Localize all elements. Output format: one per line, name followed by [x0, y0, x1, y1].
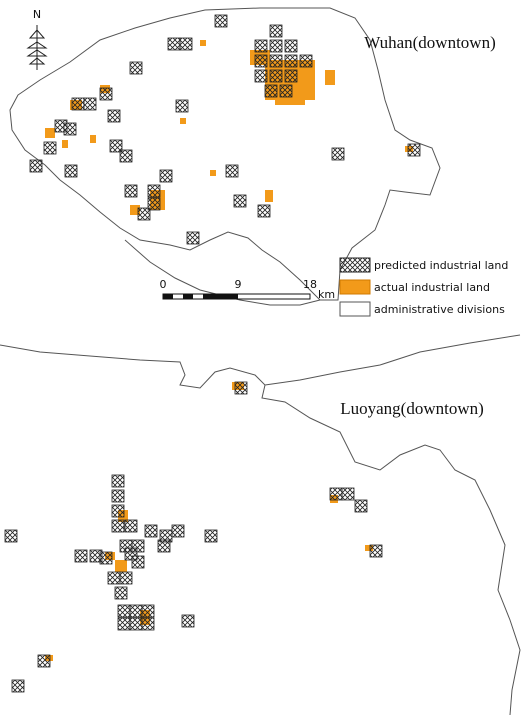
predicted-land: [124, 184, 138, 198]
actual-land: [210, 170, 216, 176]
predicted-land: [74, 549, 88, 563]
predicted-land: [37, 654, 51, 668]
predicted-land: [124, 519, 138, 533]
actual-land: [200, 40, 206, 46]
predicted-land: [64, 164, 78, 178]
land-patches: [4, 14, 421, 693]
predicted-land: [269, 69, 283, 83]
predicted-land: [254, 39, 268, 53]
predicted-land: [269, 54, 283, 68]
actual-land: [265, 190, 273, 202]
predicted-land: [71, 97, 85, 111]
predicted-land: [214, 14, 228, 28]
predicted-land: [63, 122, 77, 136]
predicted-land: [284, 69, 298, 83]
predicted-land: [157, 539, 171, 553]
actual-land: [130, 205, 140, 215]
predicted-land: [131, 555, 145, 569]
scale-unit: km: [318, 288, 335, 301]
predicted-land: [254, 54, 268, 68]
predicted-land: [269, 24, 283, 38]
predicted-land: [331, 147, 345, 161]
predicted-land: [186, 231, 200, 245]
actual-land: [180, 118, 186, 124]
predicted-land: [254, 69, 268, 83]
predicted-land: [141, 604, 155, 618]
predicted-land: [111, 474, 125, 488]
predicted-land: [141, 617, 155, 631]
predicted-land: [99, 87, 113, 101]
predicted-land: [119, 571, 133, 585]
luoyang-panel: Luoyang(downtown): [0, 334, 521, 715]
predicted-land: [204, 529, 218, 543]
predicted-land: [83, 97, 97, 111]
predicted-land: [225, 164, 239, 178]
legend: predicted industrial land actual industr…: [339, 257, 508, 317]
legend-label: predicted industrial land: [374, 259, 508, 272]
predicted-land: [354, 499, 368, 513]
predicted-land: [109, 139, 123, 153]
actual-land: [62, 140, 68, 148]
actual-land: [365, 545, 373, 551]
predicted-land: [11, 679, 25, 693]
predicted-land: [257, 204, 271, 218]
scale-label: 18: [303, 278, 317, 291]
predicted-land: [179, 37, 193, 51]
predicted-land: [129, 617, 143, 631]
predicted-land: [299, 54, 313, 68]
scale-label: 0: [160, 278, 167, 291]
predicted-land: [181, 614, 195, 628]
predicted-land: [114, 586, 128, 600]
legend-label: administrative divisions: [374, 303, 505, 316]
predicted-land: [99, 551, 113, 565]
panel-title: Wuhan(downtown): [364, 33, 496, 52]
predicted-land: [167, 37, 181, 51]
predicted-land: [147, 184, 161, 198]
predicted-land: [111, 504, 125, 518]
actual-land: [140, 610, 150, 625]
predicted-land: [4, 529, 18, 543]
predicted-land: [171, 524, 185, 538]
predicted-land: [144, 524, 158, 538]
predicted-land: [137, 207, 151, 221]
luoyang-boundary: [0, 334, 521, 715]
predicted-land: [43, 141, 57, 155]
predicted-land: [159, 169, 173, 183]
predicted-land: [369, 544, 383, 558]
predicted-land: [279, 84, 293, 98]
predicted-land: [117, 617, 131, 631]
actual-land: [90, 135, 96, 143]
wuhan-panel: N Wuhan(downtown) predicted industrial l…: [9, 7, 508, 317]
north-arrow: N: [26, 8, 48, 70]
predicted-land: [284, 39, 298, 53]
actual-land: [115, 560, 127, 572]
predicted-land: [233, 194, 247, 208]
predicted-land: [111, 489, 125, 503]
legend-label: actual industrial land: [374, 281, 490, 294]
predicted-land: [129, 604, 143, 618]
panel-title: Luoyang(downtown): [340, 399, 484, 418]
predicted-land: [111, 519, 125, 533]
predicted-land: [284, 54, 298, 68]
scale-bar: 0 9 18 km: [160, 278, 336, 301]
predicted-land: [107, 571, 121, 585]
predicted-land: [147, 197, 161, 211]
actual-land: [325, 70, 335, 85]
predicted-land: [29, 159, 43, 173]
predicted-land: [117, 604, 131, 618]
predicted-land: [129, 61, 143, 75]
predicted-land: [264, 84, 278, 98]
predicted-land: [119, 149, 133, 163]
scale-label: 9: [235, 278, 242, 291]
predicted-land: [341, 487, 355, 501]
predicted-land: [234, 381, 248, 395]
predicted-land: [269, 39, 283, 53]
actual-land: [45, 128, 55, 138]
predicted-land: [329, 487, 343, 501]
predicted-land: [175, 99, 189, 113]
predicted-land: [407, 143, 421, 157]
north-label: N: [33, 8, 41, 21]
predicted-land: [107, 109, 121, 123]
